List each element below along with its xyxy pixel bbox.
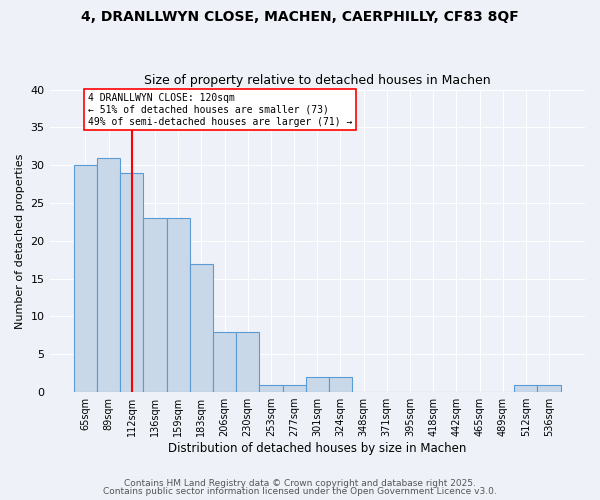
Bar: [120, 173, 143, 392]
Text: Contains public sector information licensed under the Open Government Licence v3: Contains public sector information licen…: [103, 487, 497, 496]
Y-axis label: Number of detached properties: Number of detached properties: [15, 153, 25, 328]
Bar: [190, 264, 213, 392]
Bar: [167, 218, 190, 392]
Bar: [236, 332, 259, 392]
Bar: [143, 218, 167, 392]
Bar: [329, 377, 352, 392]
Title: Size of property relative to detached houses in Machen: Size of property relative to detached ho…: [144, 74, 491, 87]
Text: 4 DRANLLWYN CLOSE: 120sqm
← 51% of detached houses are smaller (73)
49% of semi-: 4 DRANLLWYN CLOSE: 120sqm ← 51% of detac…: [88, 94, 352, 126]
Bar: [97, 158, 120, 392]
Bar: [514, 384, 538, 392]
Bar: [213, 332, 236, 392]
Bar: [283, 384, 305, 392]
Bar: [538, 384, 560, 392]
Bar: [74, 165, 97, 392]
Bar: [259, 384, 283, 392]
Text: Contains HM Land Registry data © Crown copyright and database right 2025.: Contains HM Land Registry data © Crown c…: [124, 478, 476, 488]
Text: 4, DRANLLWYN CLOSE, MACHEN, CAERPHILLY, CF83 8QF: 4, DRANLLWYN CLOSE, MACHEN, CAERPHILLY, …: [81, 10, 519, 24]
X-axis label: Distribution of detached houses by size in Machen: Distribution of detached houses by size …: [168, 442, 466, 455]
Bar: [305, 377, 329, 392]
